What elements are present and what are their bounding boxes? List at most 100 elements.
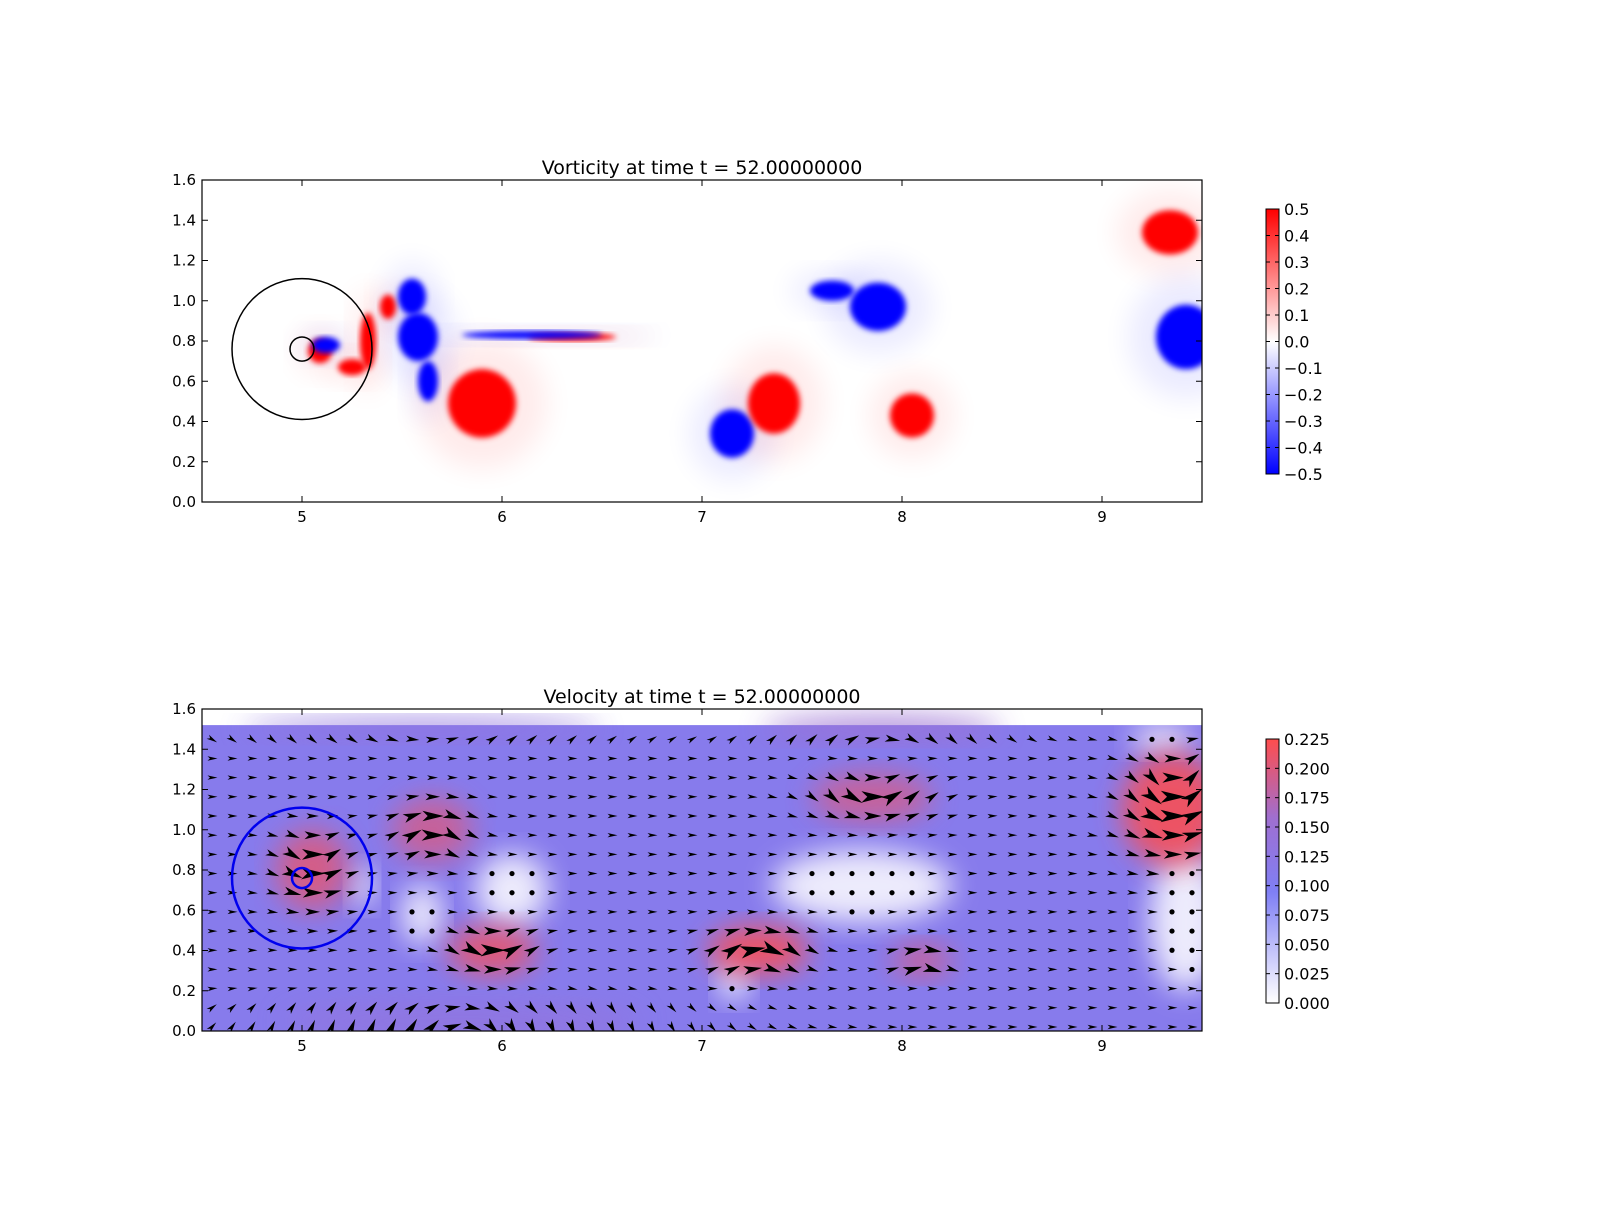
quiver-arrow bbox=[226, 1021, 236, 1031]
quiver-arrow bbox=[726, 735, 737, 745]
y-tick-label: 1.6 bbox=[172, 171, 196, 189]
quiver-arrow bbox=[507, 832, 518, 838]
quiver-arrow bbox=[265, 888, 279, 895]
quiver-arrow bbox=[1047, 1024, 1058, 1030]
quiver-arrow bbox=[447, 756, 458, 761]
quiver-arrow bbox=[925, 813, 939, 821]
quiver-arrow bbox=[506, 985, 518, 991]
quiver-arrow bbox=[1067, 1024, 1078, 1030]
quiver-arrow bbox=[967, 986, 978, 991]
quiver-arrow bbox=[647, 871, 658, 876]
quiver-arrow bbox=[227, 756, 238, 761]
quiver-arrow bbox=[1127, 928, 1138, 934]
quiver-arrow bbox=[1067, 756, 1078, 761]
quiver-arrow bbox=[607, 833, 618, 838]
quiver-arrow bbox=[946, 776, 958, 782]
quiver-arrow bbox=[1181, 832, 1202, 843]
quiver-arrow bbox=[384, 813, 400, 822]
quiver-arrow bbox=[567, 813, 578, 819]
quiver-arrow bbox=[824, 810, 840, 819]
quiver-arrow bbox=[587, 909, 598, 915]
quiver-dot bbox=[1169, 909, 1175, 915]
quiver-arrow bbox=[267, 756, 278, 761]
quiver-arrow bbox=[826, 966, 838, 972]
vorticity-x-ticks: 5 6 7 8 9 bbox=[297, 180, 1107, 526]
quiver-arrow bbox=[524, 1000, 538, 1014]
positive-vortex bbox=[1142, 210, 1198, 255]
quiver-dot bbox=[509, 870, 515, 877]
quiver-arrow bbox=[746, 1022, 757, 1031]
quiver-arrow bbox=[706, 1002, 717, 1012]
quiver-arrow bbox=[666, 736, 677, 744]
quiver-arrow bbox=[206, 734, 218, 743]
quiver-arrow bbox=[786, 812, 798, 818]
quiver-arrow bbox=[1086, 774, 1098, 780]
quiver-arrow bbox=[1047, 775, 1058, 780]
quiver-arrow bbox=[686, 968, 699, 973]
quiver-arrow bbox=[402, 812, 422, 823]
quiver-arrow bbox=[867, 1005, 878, 1010]
quiver-arrow bbox=[607, 948, 618, 953]
velocity-panel: Velocity at time t = 52.00000000 5 6 7 8 9 0… bbox=[172, 686, 1330, 1055]
quiver-dot bbox=[409, 928, 415, 934]
fast-region bbox=[276, 829, 348, 911]
quiver-arrow bbox=[464, 829, 480, 839]
quiver-arrow bbox=[1087, 948, 1098, 953]
quiver-arrow bbox=[967, 833, 978, 838]
quiver-arrow bbox=[705, 966, 719, 975]
quiver-arrow bbox=[547, 871, 558, 876]
quiver-arrow bbox=[1107, 909, 1118, 915]
quiver-arrow bbox=[707, 890, 718, 895]
quiver-arrow bbox=[607, 909, 618, 915]
quiver-arrow bbox=[207, 756, 218, 761]
quiver-arrow bbox=[723, 965, 741, 976]
quiver-arrow bbox=[1127, 1005, 1138, 1010]
quiver-arrow bbox=[1007, 852, 1018, 857]
quiver-arrow bbox=[325, 909, 340, 916]
quiver-arrow bbox=[1027, 948, 1038, 953]
colorbar-tick-label: 0.3 bbox=[1284, 253, 1309, 272]
quiver-arrow bbox=[265, 849, 279, 857]
quiver-arrow bbox=[667, 813, 678, 819]
quiver-arrow bbox=[626, 1001, 637, 1014]
quiver-arrow bbox=[1163, 850, 1183, 859]
quiver-arrow bbox=[1046, 735, 1058, 742]
velocity-circles bbox=[230, 806, 374, 950]
quiver-arrow bbox=[465, 849, 479, 857]
quiver-arrow bbox=[966, 795, 978, 801]
quiver-arrow bbox=[407, 986, 418, 992]
quiver-arrow bbox=[1144, 751, 1160, 763]
quiver-arrow bbox=[903, 947, 922, 956]
quiver-arrow bbox=[266, 733, 277, 744]
quiver-arrow bbox=[646, 736, 657, 744]
quiver-arrow bbox=[867, 986, 878, 991]
quiver-arrow bbox=[465, 736, 479, 745]
quiver-arrow bbox=[759, 940, 785, 956]
quiver-arrow bbox=[486, 812, 499, 818]
quiver-arrow bbox=[1160, 790, 1186, 803]
quiver-arrow bbox=[707, 775, 718, 780]
quiver-arrow bbox=[327, 756, 338, 761]
quiver-arrow bbox=[287, 794, 298, 799]
y-tick-label: 0.0 bbox=[172, 1022, 196, 1040]
quiver-arrow bbox=[467, 890, 478, 895]
quiver-arrow bbox=[527, 813, 538, 819]
quiver-arrow bbox=[427, 890, 438, 895]
quiver-arrow bbox=[347, 775, 358, 780]
quiver-arrow bbox=[247, 890, 258, 895]
quiver-arrow bbox=[207, 833, 218, 838]
quiver-arrow bbox=[627, 852, 638, 857]
quiver-arrow bbox=[385, 1018, 397, 1031]
y-tick-label: 1.0 bbox=[172, 821, 196, 839]
quiver-arrow bbox=[747, 890, 758, 895]
quiver-arrow bbox=[786, 1023, 798, 1029]
quiver-arrow bbox=[487, 909, 499, 915]
quiver-arrow bbox=[286, 1002, 297, 1014]
quiver-arrow bbox=[486, 985, 499, 991]
quiver-arrow bbox=[565, 1019, 575, 1031]
cylinder-circle bbox=[289, 336, 315, 362]
quiver-arrow bbox=[547, 909, 558, 915]
quiver-arrow bbox=[327, 987, 338, 992]
velocity-field bbox=[202, 717, 1202, 1031]
quiver-arrow bbox=[707, 813, 718, 819]
